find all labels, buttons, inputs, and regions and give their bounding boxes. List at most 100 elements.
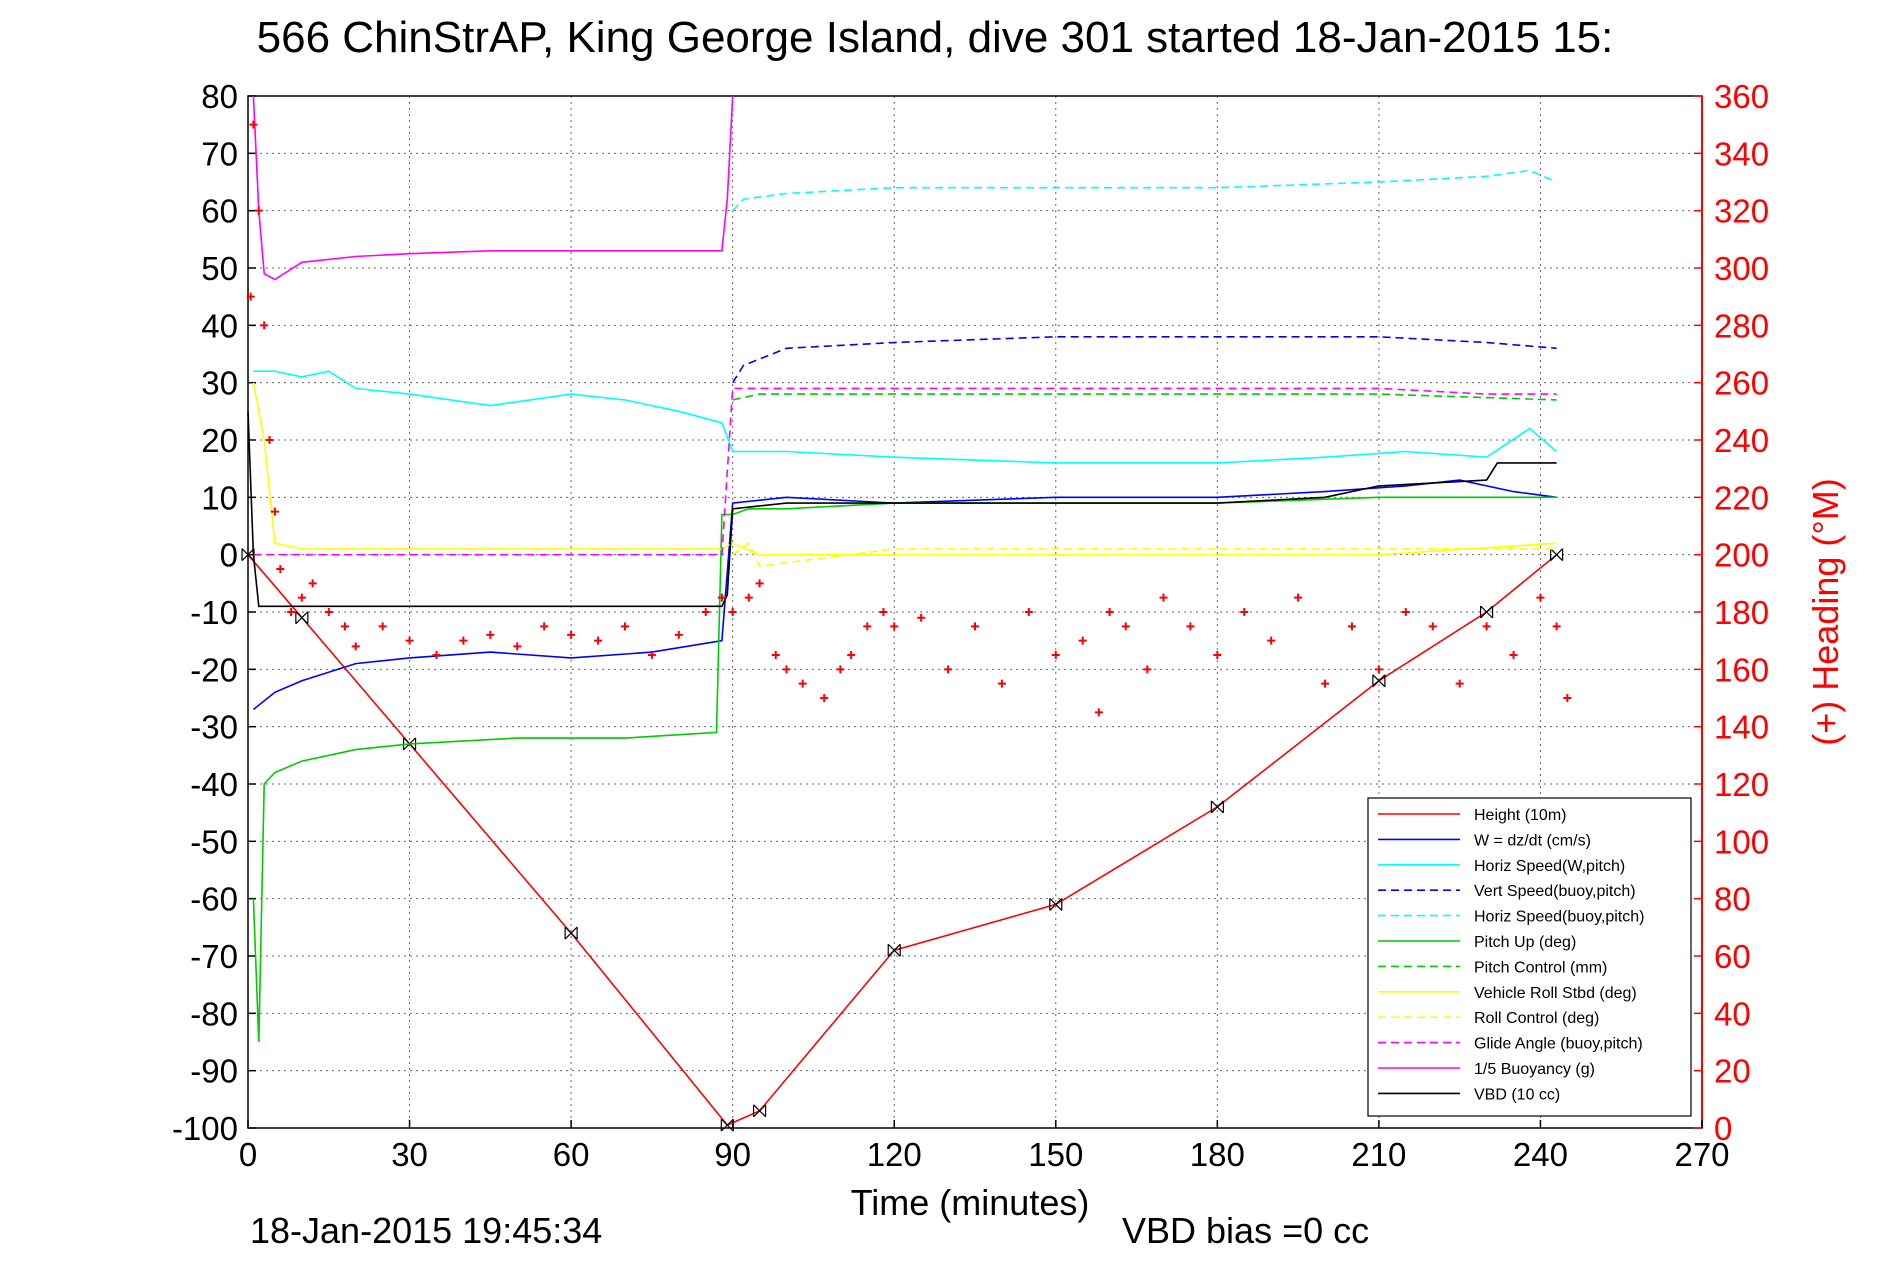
- heading-point: [890, 622, 899, 631]
- heading-point: [459, 636, 468, 645]
- heading-point: [771, 651, 780, 659]
- heading-point: [647, 651, 656, 659]
- y-right-tick-label: 0: [1714, 1110, 1732, 1147]
- legend-label: Horiz Speed(W,pitch): [1474, 858, 1625, 875]
- y-right-tick-label: 300: [1714, 250, 1769, 287]
- heading-point: [1213, 651, 1222, 659]
- x-tick-label: 30: [391, 1136, 428, 1173]
- height-marker: [1372, 674, 1386, 688]
- y-right-tick-label: 360: [1714, 78, 1769, 115]
- heading-point: [1552, 622, 1561, 631]
- y-left-tick-label: 80: [201, 78, 238, 115]
- chart-title: 566 ChinStrAP, King George Island, dive …: [257, 13, 1614, 62]
- heading-point: [1121, 622, 1130, 631]
- y-right-tick-label: 120: [1714, 766, 1769, 803]
- heading-point: [836, 665, 845, 674]
- y-right-tick-label: 240: [1714, 422, 1769, 459]
- height-markers: [241, 548, 1564, 1132]
- heading-point: [917, 613, 926, 622]
- heading-point: [1294, 593, 1303, 602]
- legend-label: VBD (10 cc): [1474, 1086, 1560, 1103]
- heading-point: [1186, 622, 1195, 631]
- heading-point: [997, 679, 1006, 688]
- heading-point: [405, 636, 414, 645]
- heading-point: [378, 622, 387, 631]
- x-tick-label: 60: [553, 1136, 590, 1173]
- series-layer: [241, 95, 1572, 1132]
- heading-point: [701, 608, 710, 616]
- y-right-tick-label: 220: [1714, 479, 1769, 516]
- heading-point: [432, 651, 441, 659]
- height-marker: [720, 1118, 734, 1132]
- legend-box: [1367, 797, 1692, 1117]
- series-w-dz-dt-cm-s: [252, 479, 1557, 711]
- footer-timestamp: 18-Jan-2015 19:45:34: [250, 1210, 602, 1251]
- legend-label: W = dz/dt (cm/s): [1474, 832, 1591, 849]
- y-right-tick-label: 340: [1714, 135, 1769, 172]
- heading-point: [1374, 665, 1383, 674]
- legend-label: 1/5 Buoyancy (g): [1474, 1061, 1595, 1078]
- y-left-tick-label: -20: [190, 651, 238, 688]
- heading-point: [1347, 622, 1356, 631]
- series-pitch-control-mm: [732, 393, 1557, 401]
- heading-point: [1428, 622, 1437, 631]
- x-axis-label: Time (minutes): [851, 1182, 1090, 1223]
- height-marker: [752, 1104, 767, 1118]
- series-1-5-buoyancy-g: [252, 95, 734, 281]
- y-left-tick-label: 0: [220, 537, 238, 574]
- height-marker: [295, 611, 309, 625]
- left-axis-ticks: 80 70 60 50 40 30 20 10 0 -10 -20 -30 -40 -50 -60 -70 -8…: [172, 78, 256, 1147]
- right-axis-ticks: 3603403203002802602402202001801601401201…: [1694, 78, 1769, 1147]
- heading-point: [351, 642, 360, 651]
- x-tick-label: 240: [1513, 1136, 1568, 1173]
- height-marker: [564, 926, 578, 940]
- y-left-tick-label: 40: [201, 307, 238, 344]
- x-tick-label: 270: [1674, 1136, 1729, 1173]
- legend: Height (10m) W = dz/dt (cm/s) Horiz Speed(…: [1367, 797, 1692, 1117]
- series-glide-angle-buoy-pitch: [253, 387, 1557, 556]
- legend-label: Roll Control (deg): [1474, 1010, 1599, 1027]
- heading-point: [674, 630, 683, 639]
- y-left-tick-label: -70: [190, 938, 238, 975]
- heading-point: [265, 436, 274, 444]
- y-right-tick-label: 140: [1714, 709, 1769, 746]
- y-left-tick-label: -50: [190, 823, 238, 860]
- heading-point: [1509, 651, 1518, 659]
- series-horiz-speed-w-pitch: [253, 370, 1558, 464]
- heading-point: [620, 622, 629, 631]
- y-left-tick-label: -100: [172, 1110, 238, 1147]
- right-axis-label: (+) Heading (°M): [1805, 478, 1846, 745]
- heading-point: [540, 622, 549, 631]
- series-roll-control-deg: [732, 541, 1557, 567]
- heading-point: [1482, 622, 1491, 631]
- heading-point: [1455, 679, 1464, 688]
- heading-point: [1563, 694, 1572, 702]
- y-right-tick-label: 20: [1714, 1053, 1751, 1090]
- y-right-tick-label: 180: [1714, 594, 1769, 631]
- x-tick-label: 210: [1351, 1136, 1406, 1173]
- series-horiz-speed-buoy-pitch: [732, 169, 1557, 212]
- y-right-tick-label: 280: [1714, 307, 1769, 344]
- heading-point: [1105, 608, 1114, 616]
- y-left-tick-label: 50: [201, 250, 238, 287]
- y-left-tick-label: -30: [190, 709, 238, 746]
- heading-point: [1024, 608, 1033, 616]
- heading-point: [798, 679, 807, 688]
- series-height-10m: [247, 554, 1558, 1127]
- height-marker: [1479, 605, 1494, 619]
- heading-point: [249, 120, 258, 129]
- heading-point: [755, 579, 764, 588]
- height-marker: [887, 943, 901, 957]
- heading-point: [1051, 651, 1060, 659]
- heading-point: [1143, 665, 1152, 674]
- heading-point: [254, 206, 263, 215]
- y-left-tick-label: -80: [190, 995, 238, 1032]
- heading-point: [971, 622, 979, 631]
- heading-point: [944, 665, 953, 674]
- heading-point: [879, 608, 888, 616]
- y-right-tick-label: 200: [1714, 537, 1769, 574]
- height-marker: [1049, 897, 1063, 911]
- x-tick-label: 90: [714, 1136, 751, 1173]
- heading-point: [1159, 593, 1168, 602]
- legend-label: Height (10m): [1474, 807, 1566, 824]
